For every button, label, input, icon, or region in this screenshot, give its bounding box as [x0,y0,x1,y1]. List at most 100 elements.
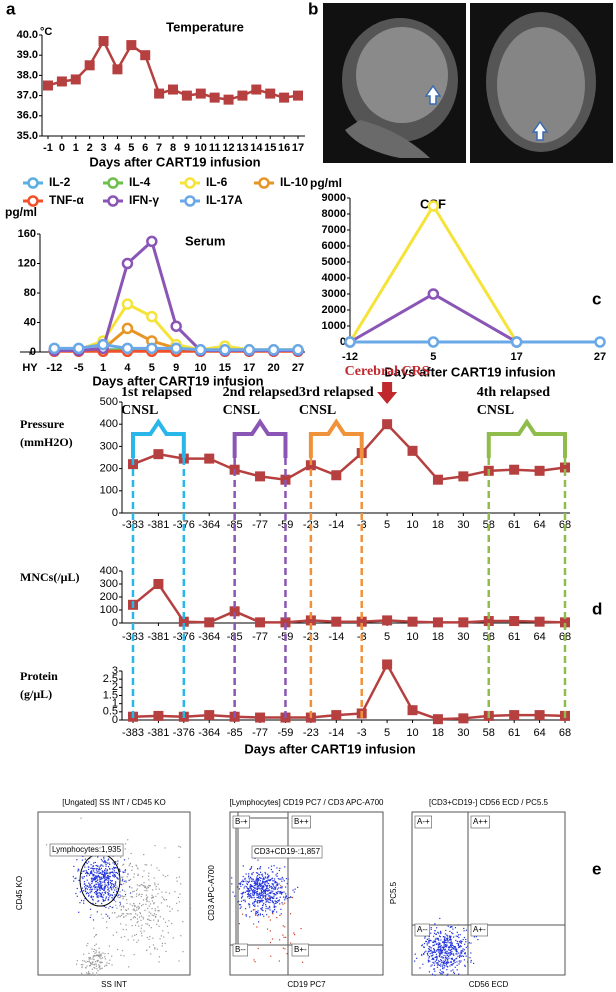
event-dot [117,948,119,951]
event-dot [136,941,138,943]
event-dot [112,891,115,894]
event-dot [111,868,113,870]
event-dot [277,900,279,902]
event-dot [259,884,261,886]
point [382,419,393,430]
point [194,344,207,356]
event-dot [95,934,97,936]
event-dot [261,913,264,916]
event-dot [118,874,120,876]
event-dot [85,961,87,963]
event-dot [435,943,438,945]
event-dot [262,881,265,883]
event-dot [444,956,446,959]
event-dot [260,899,262,902]
episode-label: CNSL [223,403,260,418]
event-dot [449,965,451,967]
event-dot [435,956,437,958]
event-dot [440,963,442,965]
event-dot [96,871,98,873]
event-dot [149,885,151,887]
plot-frame [229,811,384,976]
x-tick-label: -381 [147,631,169,643]
event-dot [78,911,80,913]
event-dot [96,895,98,897]
event-dot [75,892,77,895]
event-dot [445,955,447,957]
event-dot [121,876,123,879]
event-dot [259,866,262,868]
event-dot [158,961,160,963]
y-axis-label: (mmH2O) [20,435,73,449]
event-dot [265,895,267,897]
event-dot [267,882,270,885]
event-dot [432,951,434,953]
event-dot [108,878,110,880]
series-line [348,203,518,343]
event-dot [104,879,106,881]
event-dot [105,921,108,923]
event-dot [105,863,107,866]
event-dot [93,948,95,951]
event-dot [104,877,106,880]
event-dot [439,969,441,971]
event-dot [441,953,443,955]
event-dot [266,887,268,889]
event-dot [438,950,440,953]
y-tick-label: 0 [112,714,118,726]
event-dot [115,867,117,869]
plot-title: [CD3+CD19-] CD56 ECD / PC5.5 [429,798,548,807]
event-dot [266,898,268,901]
event-dot [105,913,107,915]
event-dot [141,905,143,907]
event-dot [100,968,102,970]
event-dot [45,844,48,846]
event-dot [104,965,106,967]
event-dot [252,885,254,888]
event-dot [154,884,156,886]
event-dot [153,877,155,879]
event-dot [110,886,112,888]
point [382,615,393,626]
event-dot [137,920,139,923]
event-dot [93,927,95,929]
event-dot [260,892,263,894]
event-dot [157,910,159,912]
gate-label-box [232,943,248,957]
event-dot [453,936,455,938]
event-dot [285,893,287,895]
event-dot [139,885,141,887]
event-dot [265,907,267,910]
event-dot [103,894,105,896]
event-dot [423,942,426,945]
event-dot [272,884,274,886]
y-axis-label: CD3 APC-A700 [207,865,216,921]
event-dot [95,894,98,896]
y-tick-label: 40 [24,316,36,328]
event-dot [454,927,457,929]
event-dot [259,895,261,897]
event-dot [256,896,258,899]
event-dot [98,954,100,956]
event-dot [265,888,267,890]
event-dot [455,958,457,960]
event-dot [88,885,90,887]
event-dot [272,913,274,915]
event-dot [255,913,257,915]
event-dot [108,877,110,879]
event-dot [262,887,264,889]
point [265,88,276,99]
event-dot [239,904,241,906]
event-dot [250,886,252,888]
event-dot [122,876,124,878]
event-dot [460,940,462,942]
event-dot [105,896,108,898]
event-dot [152,896,154,899]
event-dot [244,901,246,903]
event-dot [179,846,182,848]
event-dot [129,903,131,905]
event-dot [252,909,255,911]
event-dot [109,882,112,884]
x-tick-label: 5 [430,351,436,363]
event-dot [105,879,107,881]
